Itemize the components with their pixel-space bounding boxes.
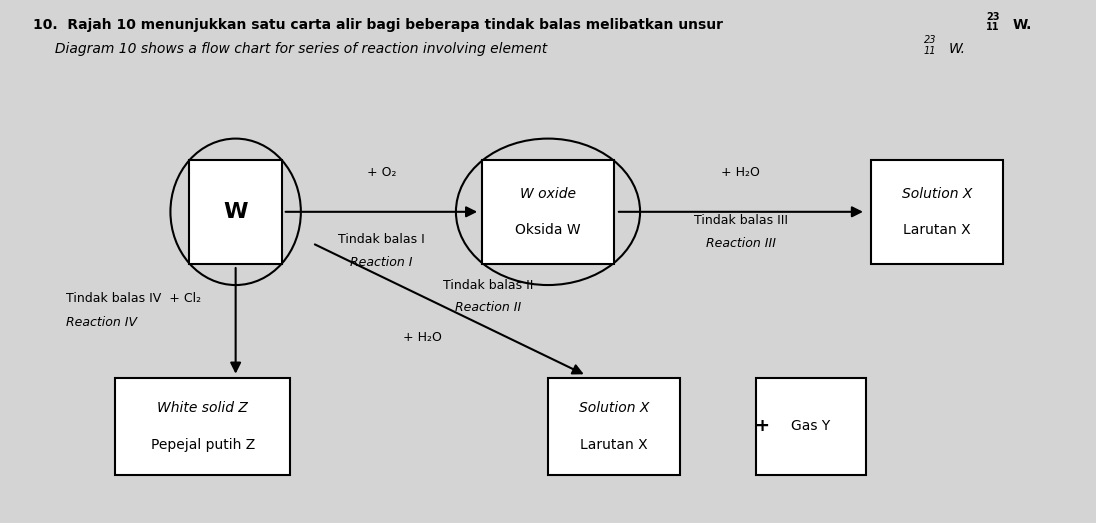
Text: Reaction III: Reaction III (706, 237, 776, 249)
Bar (115, 378, 290, 475)
Text: White solid Z: White solid Z (158, 401, 248, 415)
Bar (871, 160, 1003, 264)
Text: Reaction I: Reaction I (350, 256, 413, 269)
Text: Tindak balas II: Tindak balas II (443, 279, 533, 291)
Text: + O₂: + O₂ (367, 166, 396, 179)
Text: 11: 11 (924, 46, 936, 55)
Text: 23: 23 (924, 35, 936, 45)
Text: Tindak balas IV  + Cl₂: Tindak balas IV + Cl₂ (66, 292, 201, 304)
Text: W oxide: W oxide (520, 187, 576, 200)
Text: Diagram 10 shows a flow chart for series of reaction involving element: Diagram 10 shows a flow chart for series… (33, 42, 551, 56)
Text: Gas Y: Gas Y (791, 419, 831, 433)
Text: Solution X: Solution X (902, 187, 972, 200)
Text: Reaction IV: Reaction IV (66, 316, 137, 329)
Text: W.: W. (1013, 18, 1032, 32)
Text: Larutan X: Larutan X (580, 438, 648, 451)
Text: Larutan X: Larutan X (903, 223, 971, 237)
Text: 11: 11 (986, 22, 1000, 32)
Text: Tindak balas III: Tindak balas III (694, 214, 788, 227)
Text: + H₂O: + H₂O (721, 166, 761, 179)
Bar (189, 160, 283, 264)
Bar (756, 378, 866, 475)
Text: Pepejal putih Z: Pepejal putih Z (150, 438, 255, 451)
Text: Tindak balas I: Tindak balas I (338, 233, 425, 245)
Text: Reaction II: Reaction II (455, 301, 521, 314)
Text: W: W (224, 202, 248, 222)
Text: Solution X: Solution X (579, 401, 649, 415)
Bar (548, 378, 680, 475)
Text: W.: W. (949, 42, 967, 56)
Text: Oksida W: Oksida W (515, 223, 581, 237)
Text: 10.  Rajah 10 menunjukkan satu carta alir bagi beberapa tindak balas melibatkan : 10. Rajah 10 menunjukkan satu carta alir… (33, 18, 728, 32)
Bar (482, 160, 614, 264)
Text: +: + (754, 417, 769, 435)
Text: + H₂O: + H₂O (402, 331, 442, 344)
Text: 23: 23 (986, 12, 1000, 21)
